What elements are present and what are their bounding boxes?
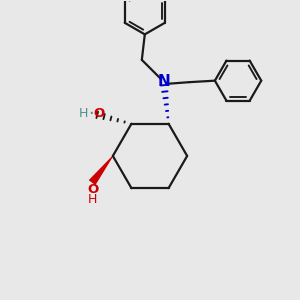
Text: ·: · [88,105,94,123]
Text: H: H [88,193,97,206]
Text: N: N [158,74,170,89]
Text: H: H [78,107,88,120]
Text: O: O [93,107,105,120]
Text: O: O [87,183,98,196]
Polygon shape [89,156,113,185]
